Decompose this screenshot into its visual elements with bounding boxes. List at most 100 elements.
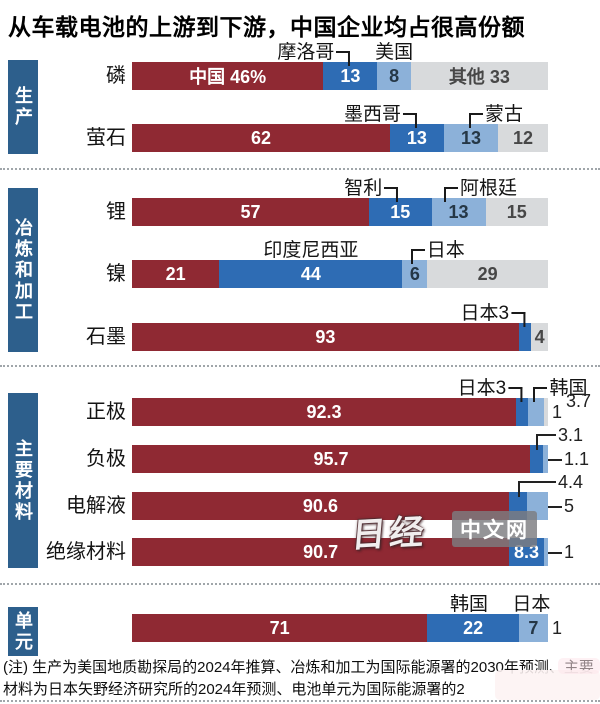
row-label-cathode: 正极 (86, 401, 126, 423)
bar-row-battery-cells: 71 22 7 (132, 614, 548, 642)
bar-segment-second (530, 445, 543, 473)
watermark-smudge (558, 658, 600, 674)
elbow-connector-icon (444, 187, 458, 202)
bar-row-electrolyte: 90.6 (132, 492, 548, 520)
section-tab-cells: 单元 (8, 607, 38, 656)
row-label-graphite: 石墨 (86, 326, 126, 348)
bar-segment-second: 44 (219, 260, 403, 288)
bar-segment-third: 8 (377, 62, 411, 90)
bar-segment-third (543, 538, 548, 566)
callout-label: 摩洛哥 (277, 37, 351, 66)
bar-segment-china: 92.3 (132, 398, 516, 426)
callout-label: 日本 (512, 594, 551, 615)
bar-segment-second: 22 (427, 614, 519, 642)
dash-connector-icon (548, 506, 562, 509)
elbow-connector-icon (511, 312, 526, 327)
callout-label: 印度尼西亚 (263, 240, 359, 261)
bar-segment-china: 90.7 (132, 538, 510, 566)
bar-row-cathode: 92.3 (132, 398, 548, 426)
elbow-connector-icon (468, 113, 483, 128)
callout-label: 日本3 (461, 298, 526, 327)
bar-segment-third: 7 (518, 614, 548, 642)
watermark-smudge (495, 670, 600, 700)
row-label-anode: 负极 (86, 448, 126, 470)
callout-label: 韩国 (533, 373, 587, 402)
bar-segment-third (528, 398, 544, 426)
row-label-insulation: 绝缘材料 (46, 541, 126, 563)
dash-connector-icon (548, 552, 562, 555)
bar-segment-china: 57 (132, 198, 370, 226)
elbow-connector-icon (536, 434, 556, 450)
bar-row-fluorite: 62 13 13 12 (132, 124, 548, 152)
value-label: 4.4 (518, 472, 583, 497)
bar-row-lithium: 57 15 13 15 (132, 198, 548, 226)
bar-segment-others: 29 (427, 260, 548, 288)
callout-label: 韩国 (449, 594, 488, 615)
value-label: 1 (552, 618, 563, 638)
section-tab-refining: 冶炼和加工 (8, 188, 38, 352)
value-label: 3.1 (536, 425, 583, 450)
bar-segment-others: 15 (485, 198, 548, 226)
bar-segment-second: 15 (369, 198, 432, 226)
bar-segment-china: 93 (132, 323, 519, 351)
section-divider (0, 700, 600, 702)
bar-row-anode: 95.7 (132, 445, 548, 473)
bar-segment-third: 13 (443, 124, 499, 152)
bar-segment-others: 4 (531, 323, 548, 351)
value-label: 1 (552, 402, 563, 422)
bar-segment-third: 13 (431, 198, 486, 226)
row-label-nickel: 镍 (106, 263, 126, 285)
elbow-connector-icon (533, 387, 548, 402)
bar-segment-china: 62 (132, 124, 390, 152)
bar-segment-others: 其他 33 (410, 62, 548, 90)
value-label: 3.7 (566, 391, 592, 411)
section-tab-materials: 主要材料 (8, 393, 38, 568)
bar-segment-china: 中国 46% (132, 62, 324, 90)
bar-row-nickel: 21 44 6 29 (132, 260, 548, 288)
section-divider (0, 365, 600, 367)
bar-row-graphite: 93 4 (132, 323, 548, 351)
value-label: 1 (548, 542, 574, 563)
dash-connector-icon (548, 459, 562, 462)
callout-label: 蒙古 (468, 99, 523, 128)
bar-segment-second (515, 398, 529, 426)
elbow-connector-icon (402, 113, 417, 128)
bar-segment-china: 71 (132, 614, 428, 642)
bar-segment-china: 21 (132, 260, 220, 288)
bar-segment-second (518, 323, 532, 351)
value-label: 5 (548, 496, 574, 517)
chart-title: 从车载电池的上游到下游，中国企业均占很高份额 (8, 14, 525, 40)
bar-segment-second: 13 (323, 62, 378, 90)
bar-segment-others (543, 398, 548, 426)
callout-label: 墨西哥 (344, 99, 417, 128)
section-tab-production: 生产 (8, 60, 38, 154)
watermark-badge: 中文网 (452, 511, 537, 547)
callout-label: 日本 (410, 235, 465, 264)
bar-segment-others: 12 (498, 124, 548, 152)
row-label-electrolyte: 电解液 (66, 495, 126, 517)
value-label: 1.1 (548, 449, 589, 470)
section-divider (0, 168, 600, 170)
bar-row-insulation: 90.7 8.3 (132, 538, 548, 566)
callout-label: 日本3 (458, 373, 523, 402)
bar-segment-china: 90.6 (132, 492, 509, 520)
elbow-connector-icon (518, 481, 556, 497)
section-divider (0, 583, 600, 585)
callout-label: 智利 (344, 173, 399, 202)
elbow-connector-icon (410, 249, 425, 264)
bar-segment-second: 13 (389, 124, 444, 152)
bar-row-phosphorus: 中国 46% 13 8 其他 33 (132, 62, 548, 90)
bar-segment-third: 6 (402, 260, 428, 288)
footnote-text: (注) 生产为美国地质勘探局的2024年推算、冶炼和加工为国际能源署的2030年… (3, 659, 594, 698)
elbow-connector-icon (384, 187, 399, 202)
bar-segment-china: 95.7 (132, 445, 531, 473)
callout-label: 美国 (375, 42, 414, 63)
row-label-fluorite: 萤石 (86, 127, 126, 149)
callout-label: 阿根廷 (444, 173, 517, 202)
row-label-lithium: 锂 (106, 201, 126, 223)
watermark-logo-text: 日经 (350, 512, 430, 556)
elbow-connector-icon (508, 387, 523, 402)
bar-segment-third (543, 445, 548, 473)
row-label-phosphorus: 磷 (106, 65, 126, 87)
